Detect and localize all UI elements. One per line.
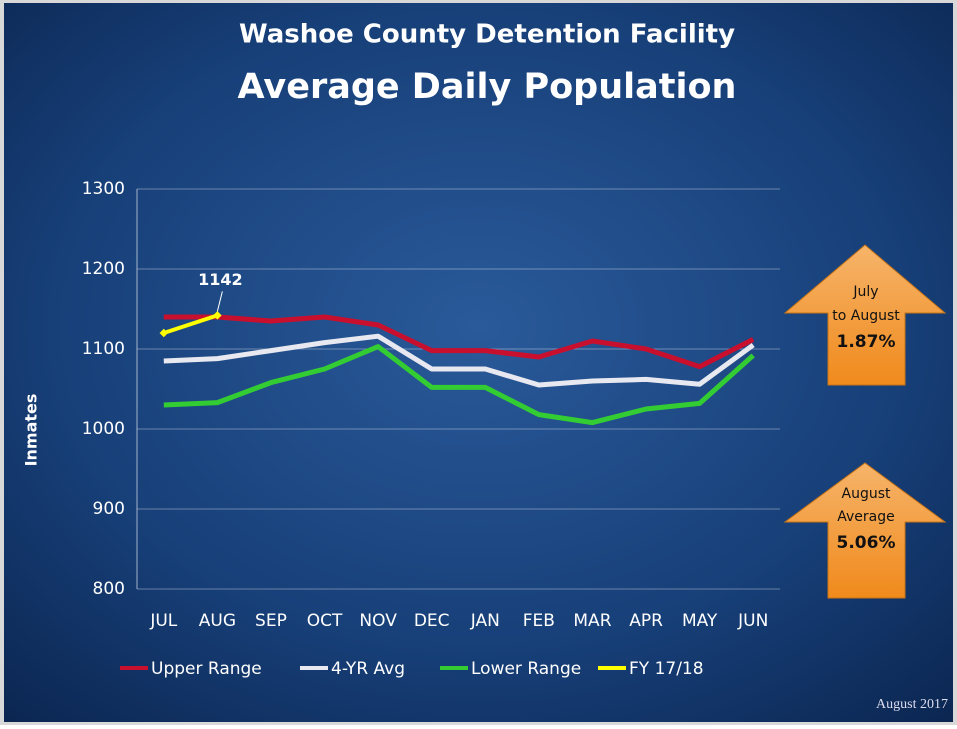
x-tick-label: MAY xyxy=(682,611,718,631)
x-tick-label: JUL xyxy=(149,611,177,631)
x-tick-label: OCT xyxy=(307,611,343,631)
chart-title: Washoe County Detention Facility xyxy=(239,20,735,50)
y-axis-label: Inmates xyxy=(22,394,41,467)
point-marker xyxy=(159,328,169,338)
y-tick-label: 1200 xyxy=(82,259,125,279)
legend-label: Lower Range xyxy=(471,659,581,679)
y-tick-label: 1300 xyxy=(82,179,125,199)
arrow xyxy=(783,244,947,386)
legend-label: Upper Range xyxy=(151,659,262,679)
annotation-text: July xyxy=(852,284,878,300)
point-marker xyxy=(213,311,222,320)
x-tick-label: MAR xyxy=(573,611,611,631)
annotation-text: Average xyxy=(837,509,895,525)
series-line xyxy=(163,344,755,426)
series-line xyxy=(163,314,755,370)
footer: August 2017 xyxy=(876,697,948,712)
y-tick-label: 900 xyxy=(93,499,125,519)
legend-label: 4-YR Avg xyxy=(331,659,405,679)
x-tick-label: NOV xyxy=(359,611,397,631)
legend-label: FY 17/18 xyxy=(629,659,704,679)
leader-line xyxy=(216,291,223,312)
x-tick-label: JUN xyxy=(737,611,768,631)
x-tick-label: AUG xyxy=(199,611,236,631)
x-tick-label: DEC xyxy=(414,611,450,631)
series-line xyxy=(163,313,218,335)
annotation-text: 5.06% xyxy=(837,533,896,553)
arrow xyxy=(783,462,947,599)
data-label: 1142 xyxy=(198,270,243,289)
x-tick-label: JAN xyxy=(470,611,500,631)
series-line xyxy=(163,333,755,388)
annotation-text: to August xyxy=(832,308,900,324)
x-tick-label: APR xyxy=(629,611,663,631)
chart-subtitle: Average Daily Population xyxy=(238,67,737,107)
y-tick-label: 800 xyxy=(93,579,125,599)
background xyxy=(4,3,953,722)
y-tick-label: 1000 xyxy=(82,419,125,439)
x-tick-label: FEB xyxy=(523,611,555,631)
x-tick-label: SEP xyxy=(255,611,287,631)
y-tick-label: 1100 xyxy=(82,339,125,359)
annotation-text: 1.87% xyxy=(837,332,896,352)
annotation-text: August xyxy=(842,486,892,502)
